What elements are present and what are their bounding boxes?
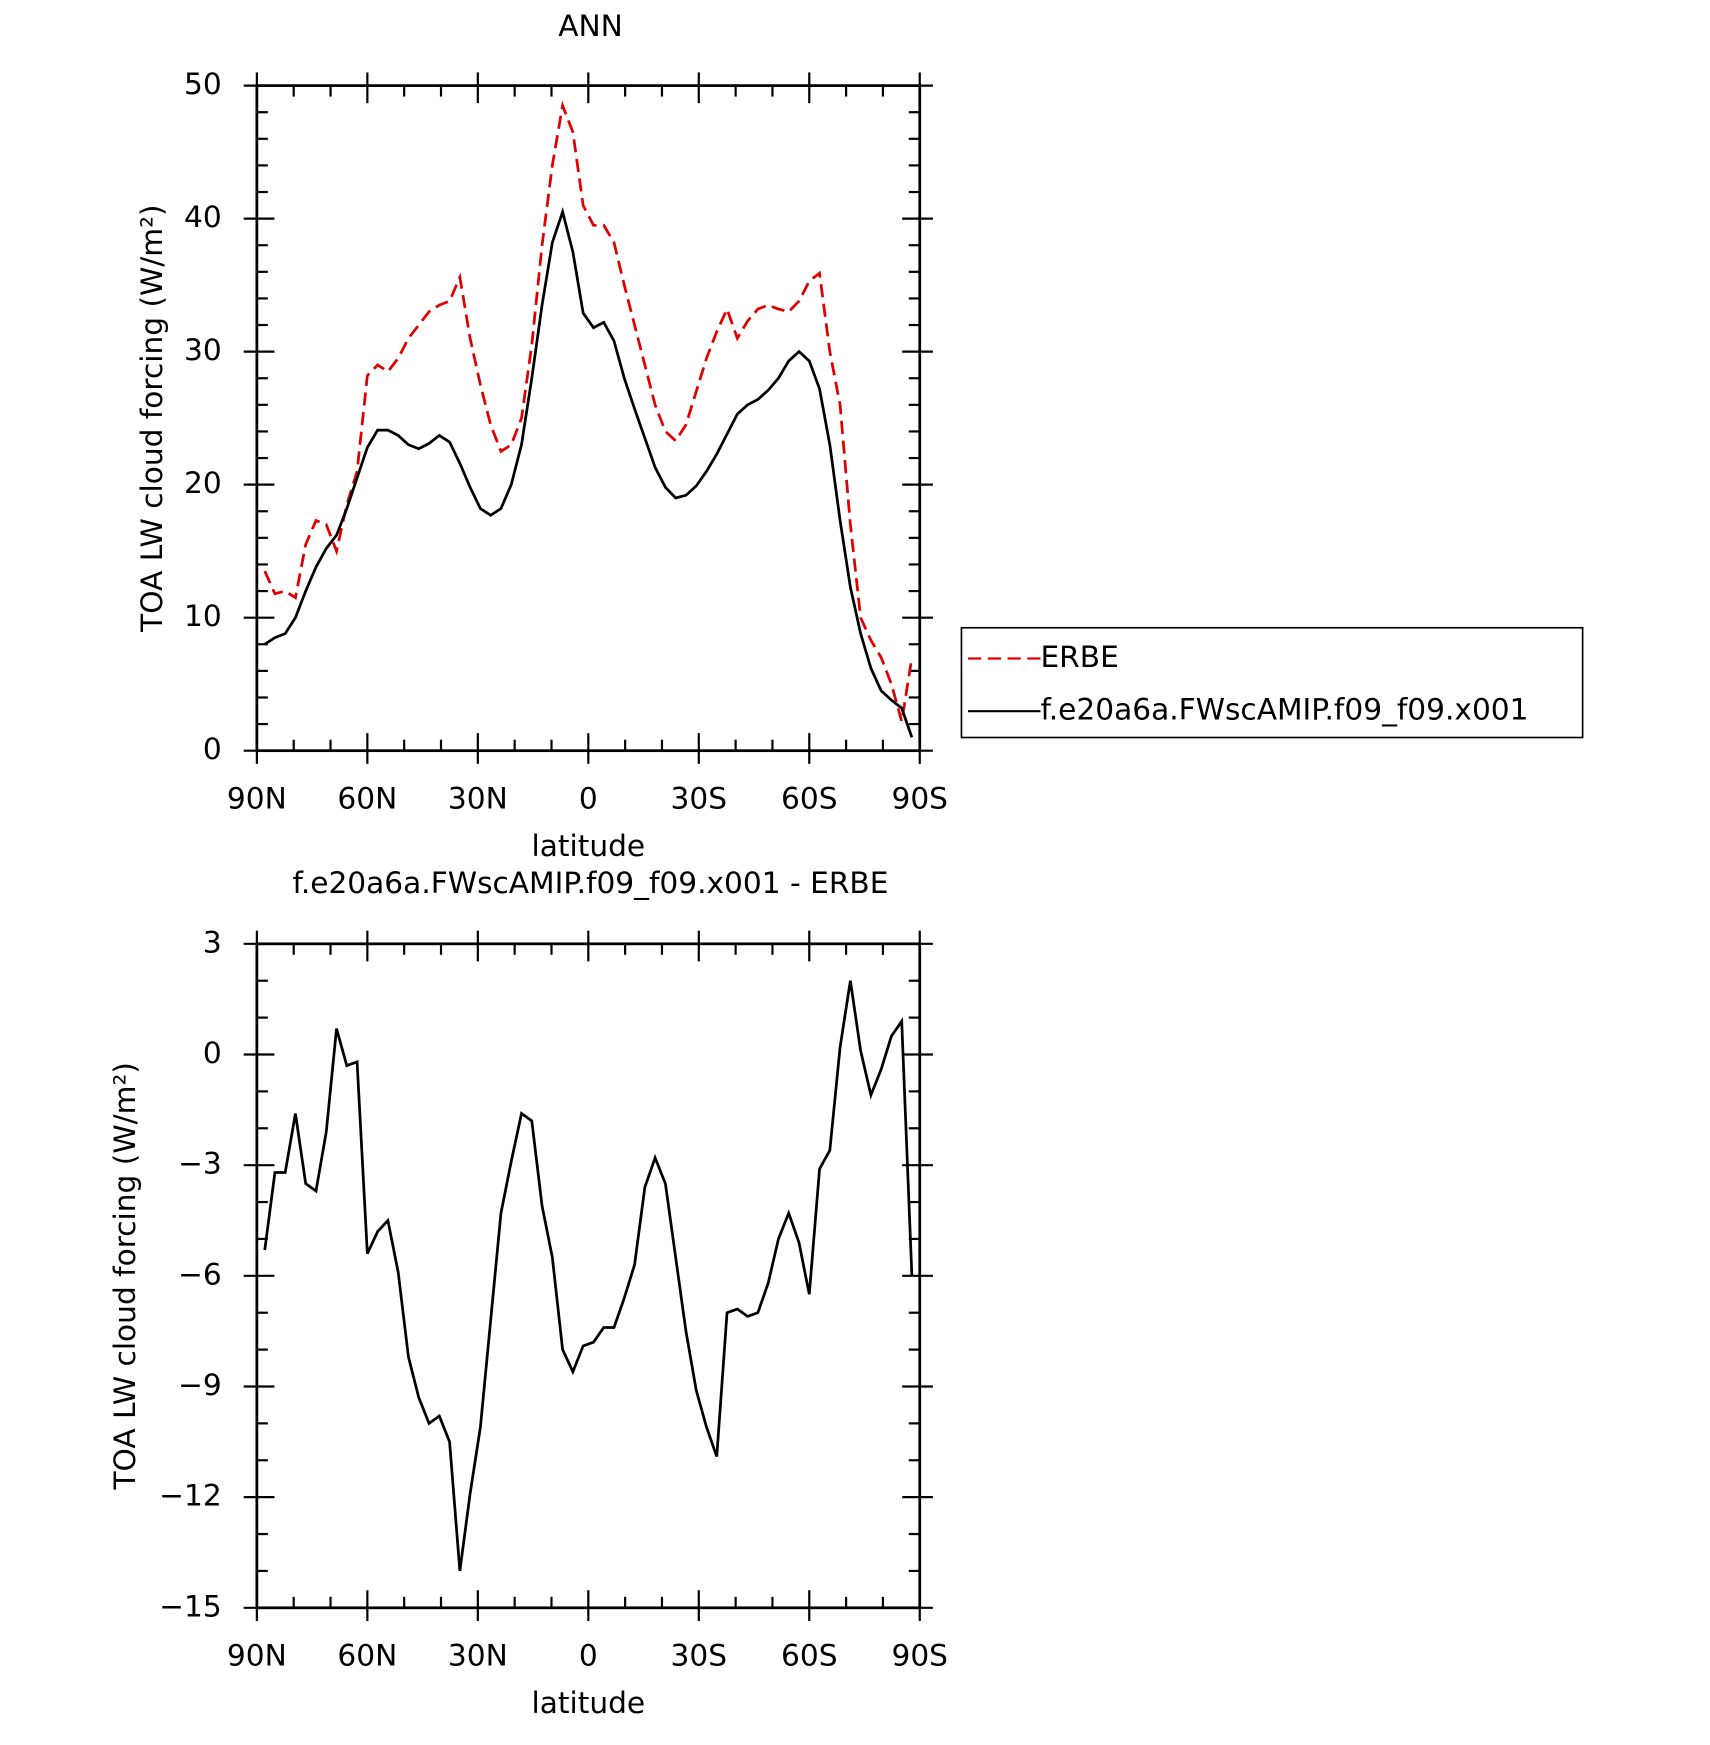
x-tick-label: 90N [227, 781, 287, 816]
y-tick-label: 20 [184, 465, 222, 500]
x-tick-label: 90S [891, 1638, 948, 1673]
chart-title: ANN [558, 8, 623, 43]
x-axis-label: latitude [531, 1685, 645, 1720]
x-tick-label: 90S [891, 781, 948, 816]
legend-label: f.e20a6a.FWscAMIP.f09_f09.x001 [1040, 692, 1528, 727]
plot-frame [255, 942, 922, 1610]
legend-box [960, 626, 1584, 739]
x-tick-label: 30S [671, 781, 728, 816]
data-line [263, 980, 914, 1572]
x-tick-label: 60N [337, 1638, 397, 1673]
y-tick-label: 0 [203, 1035, 222, 1070]
y-tick-label: 10 [184, 598, 222, 633]
chart-title: f.e20a6a.FWscAMIP.f09_f09.x001 - ERBE [293, 865, 889, 900]
x-tick-label: 60S [781, 781, 838, 816]
x-tick-label: 30S [671, 1638, 728, 1673]
y-tick-label: 40 [184, 199, 222, 234]
y-tick-label: 30 [184, 332, 222, 367]
x-tick-label: 30N [448, 781, 508, 816]
y-tick-label: −12 [159, 1478, 222, 1513]
y-tick-label: 0 [203, 731, 222, 766]
legend-label: ERBE [1040, 639, 1118, 674]
x-axis-label: latitude [531, 828, 645, 863]
x-tick-label: 30N [448, 1638, 508, 1673]
data-line [264, 207, 914, 738]
y-axis-label: TOA LW cloud forcing (W/m²) [134, 204, 169, 632]
x-tick-label: 60N [337, 781, 397, 816]
y-tick-label: −15 [159, 1588, 222, 1623]
data-line [263, 100, 914, 722]
plot-frame [255, 84, 922, 753]
x-tick-label: 90N [227, 1638, 287, 1673]
y-tick-label: −6 [178, 1256, 222, 1291]
y-tick-label: 3 [203, 924, 222, 959]
y-tick-label: 50 [184, 66, 222, 101]
y-tick-label: −3 [178, 1146, 222, 1181]
x-tick-label: 0 [579, 1638, 598, 1673]
y-axis-label: TOA LW cloud forcing (W/m²) [107, 1062, 142, 1490]
x-tick-label: 0 [579, 781, 598, 816]
x-tick-label: 60S [781, 1638, 838, 1673]
y-tick-label: −9 [178, 1367, 222, 1402]
